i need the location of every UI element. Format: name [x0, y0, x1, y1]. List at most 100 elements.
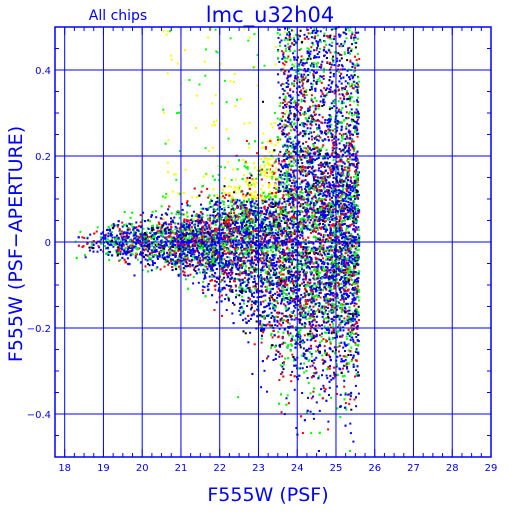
data-point	[320, 247, 323, 250]
data-point	[238, 274, 241, 277]
data-point	[311, 165, 314, 168]
data-point	[334, 235, 337, 238]
data-point	[192, 251, 195, 254]
data-point	[206, 241, 209, 244]
data-point	[259, 320, 262, 323]
data-point	[312, 395, 314, 398]
data-point	[147, 263, 149, 265]
data-point	[289, 273, 292, 276]
data-point	[279, 319, 282, 322]
data-point	[312, 284, 315, 287]
data-point	[304, 191, 307, 194]
data-point	[319, 296, 322, 299]
data-point	[355, 168, 358, 171]
data-point	[350, 346, 353, 349]
data-point	[256, 169, 259, 172]
data-point	[267, 242, 270, 245]
data-point	[349, 156, 351, 159]
data-point	[297, 295, 300, 298]
data-point	[289, 168, 292, 171]
data-point	[263, 259, 266, 262]
data-point	[272, 215, 275, 218]
data-point	[238, 309, 241, 312]
data-point	[276, 291, 279, 294]
data-point	[242, 319, 244, 322]
data-point	[294, 249, 297, 252]
data-point	[260, 337, 263, 340]
data-point	[270, 212, 273, 215]
data-point	[278, 355, 281, 358]
data-point	[354, 120, 357, 123]
data-point	[286, 308, 289, 311]
data-point	[212, 256, 215, 259]
data-point	[352, 363, 355, 366]
data-point	[336, 355, 339, 358]
data-point	[284, 238, 287, 241]
data-point	[225, 246, 228, 249]
data-point	[330, 378, 333, 381]
data-point	[256, 296, 259, 299]
data-point	[315, 333, 318, 336]
data-point	[314, 304, 317, 307]
data-point	[334, 352, 336, 355]
data-point	[125, 243, 128, 246]
data-point	[315, 175, 318, 178]
data-point	[331, 190, 334, 193]
data-point	[198, 245, 201, 248]
data-point	[185, 225, 187, 228]
data-point	[249, 263, 252, 266]
data-point	[229, 228, 232, 231]
data-point	[146, 226, 149, 229]
data-point	[352, 338, 355, 341]
data-point	[338, 142, 341, 145]
data-point	[268, 182, 270, 184]
data-point	[159, 231, 162, 234]
data-point	[349, 432, 352, 435]
data-point	[227, 299, 230, 302]
data-point	[299, 335, 302, 338]
data-point	[296, 378, 299, 381]
data-point	[301, 165, 304, 168]
data-point	[345, 408, 348, 411]
data-point	[207, 196, 210, 199]
data-point	[283, 253, 286, 256]
data-point	[319, 170, 322, 173]
data-point	[279, 289, 281, 292]
data-point	[261, 260, 264, 263]
data-point	[331, 317, 334, 320]
data-point	[202, 207, 205, 210]
data-point	[312, 361, 315, 364]
data-point	[265, 285, 268, 288]
data-point	[253, 166, 256, 169]
data-point	[332, 377, 335, 380]
data-point	[330, 66, 333, 69]
data-point	[206, 255, 209, 258]
data-point	[249, 193, 252, 196]
data-point	[104, 235, 107, 238]
data-point	[343, 218, 346, 221]
data-point	[111, 236, 114, 239]
data-point	[304, 246, 307, 249]
data-point	[300, 197, 303, 200]
data-point	[342, 280, 345, 283]
data-point	[202, 292, 205, 294]
data-point	[248, 218, 251, 221]
data-point	[350, 133, 353, 136]
data-point	[209, 214, 212, 217]
data-point	[338, 200, 340, 203]
data-point	[317, 207, 320, 210]
data-point	[310, 200, 313, 203]
data-point	[291, 300, 294, 303]
data-point	[281, 365, 284, 368]
data-point	[354, 111, 357, 114]
data-point	[352, 319, 355, 322]
data-point	[232, 168, 235, 171]
data-point	[283, 172, 286, 175]
data-point	[272, 196, 275, 199]
data-point	[247, 211, 250, 213]
data-point	[283, 327, 286, 330]
data-point	[300, 195, 303, 198]
data-point	[334, 296, 337, 299]
data-point	[310, 247, 313, 250]
data-point	[251, 179, 254, 182]
